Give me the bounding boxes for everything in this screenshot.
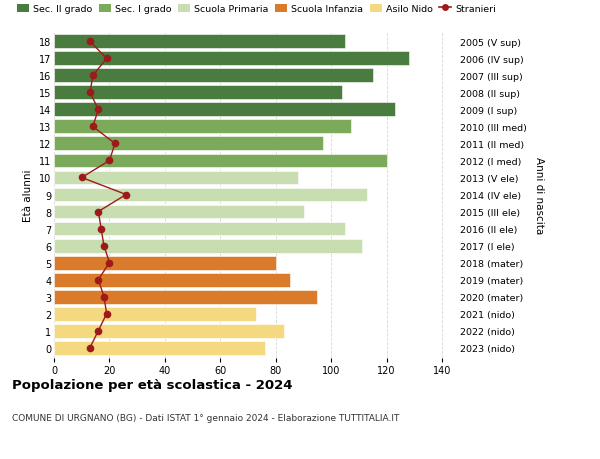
Y-axis label: Età alunni: Età alunni — [23, 169, 33, 221]
Bar — [54, 256, 276, 270]
Bar — [54, 290, 317, 304]
Bar — [54, 103, 395, 117]
Bar — [54, 52, 409, 66]
Bar — [54, 154, 386, 168]
Bar — [54, 341, 265, 355]
Bar — [54, 35, 345, 49]
Bar — [54, 188, 367, 202]
Bar — [54, 120, 350, 134]
Bar — [54, 324, 284, 338]
Bar — [54, 222, 345, 236]
Text: COMUNE DI URGNANO (BG) - Dati ISTAT 1° gennaio 2024 - Elaborazione TUTTITALIA.IT: COMUNE DI URGNANO (BG) - Dati ISTAT 1° g… — [12, 413, 400, 422]
Y-axis label: Anni di nascita: Anni di nascita — [534, 157, 544, 234]
Bar — [54, 307, 256, 321]
Bar — [54, 86, 343, 100]
Text: Popolazione per età scolastica - 2024: Popolazione per età scolastica - 2024 — [12, 379, 293, 392]
Bar — [54, 137, 323, 151]
Legend: Sec. II grado, Sec. I grado, Scuola Primaria, Scuola Infanzia, Asilo Nido, Stran: Sec. II grado, Sec. I grado, Scuola Prim… — [17, 5, 496, 14]
Bar — [54, 205, 304, 219]
Bar — [54, 69, 373, 83]
Bar — [54, 273, 290, 287]
Bar — [54, 171, 298, 185]
Bar — [54, 239, 362, 253]
